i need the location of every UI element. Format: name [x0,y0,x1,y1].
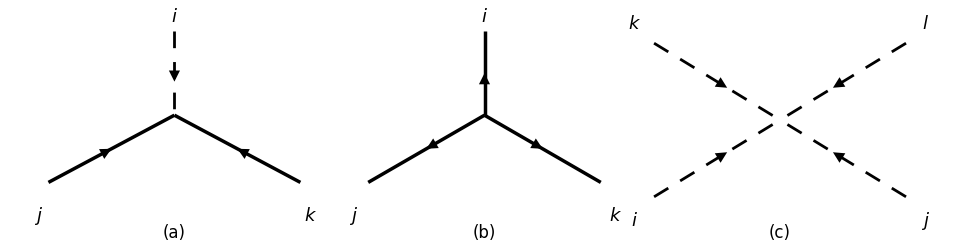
Text: (b): (b) [473,224,496,240]
Text: $j$: $j$ [921,210,930,232]
Text: (a): (a) [163,224,186,240]
Text: $i$: $i$ [171,8,178,26]
Text: $k$: $k$ [609,207,622,225]
Text: $j$: $j$ [34,205,44,227]
Text: $i$: $i$ [631,212,639,230]
Text: $k$: $k$ [303,207,317,225]
Text: $i$: $i$ [481,8,488,26]
Text: $j$: $j$ [349,205,359,227]
Text: $l$: $l$ [922,15,929,33]
Text: $k$: $k$ [628,15,641,33]
Text: (c): (c) [769,224,791,240]
